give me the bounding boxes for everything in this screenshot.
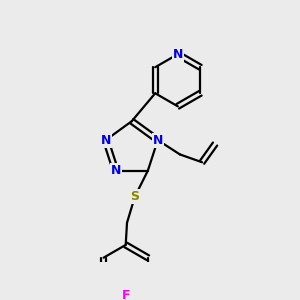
Text: S: S: [130, 190, 139, 203]
Text: F: F: [122, 290, 130, 300]
Text: N: N: [153, 134, 163, 147]
Text: N: N: [172, 48, 183, 61]
Text: N: N: [100, 134, 111, 147]
Text: N: N: [110, 164, 121, 177]
